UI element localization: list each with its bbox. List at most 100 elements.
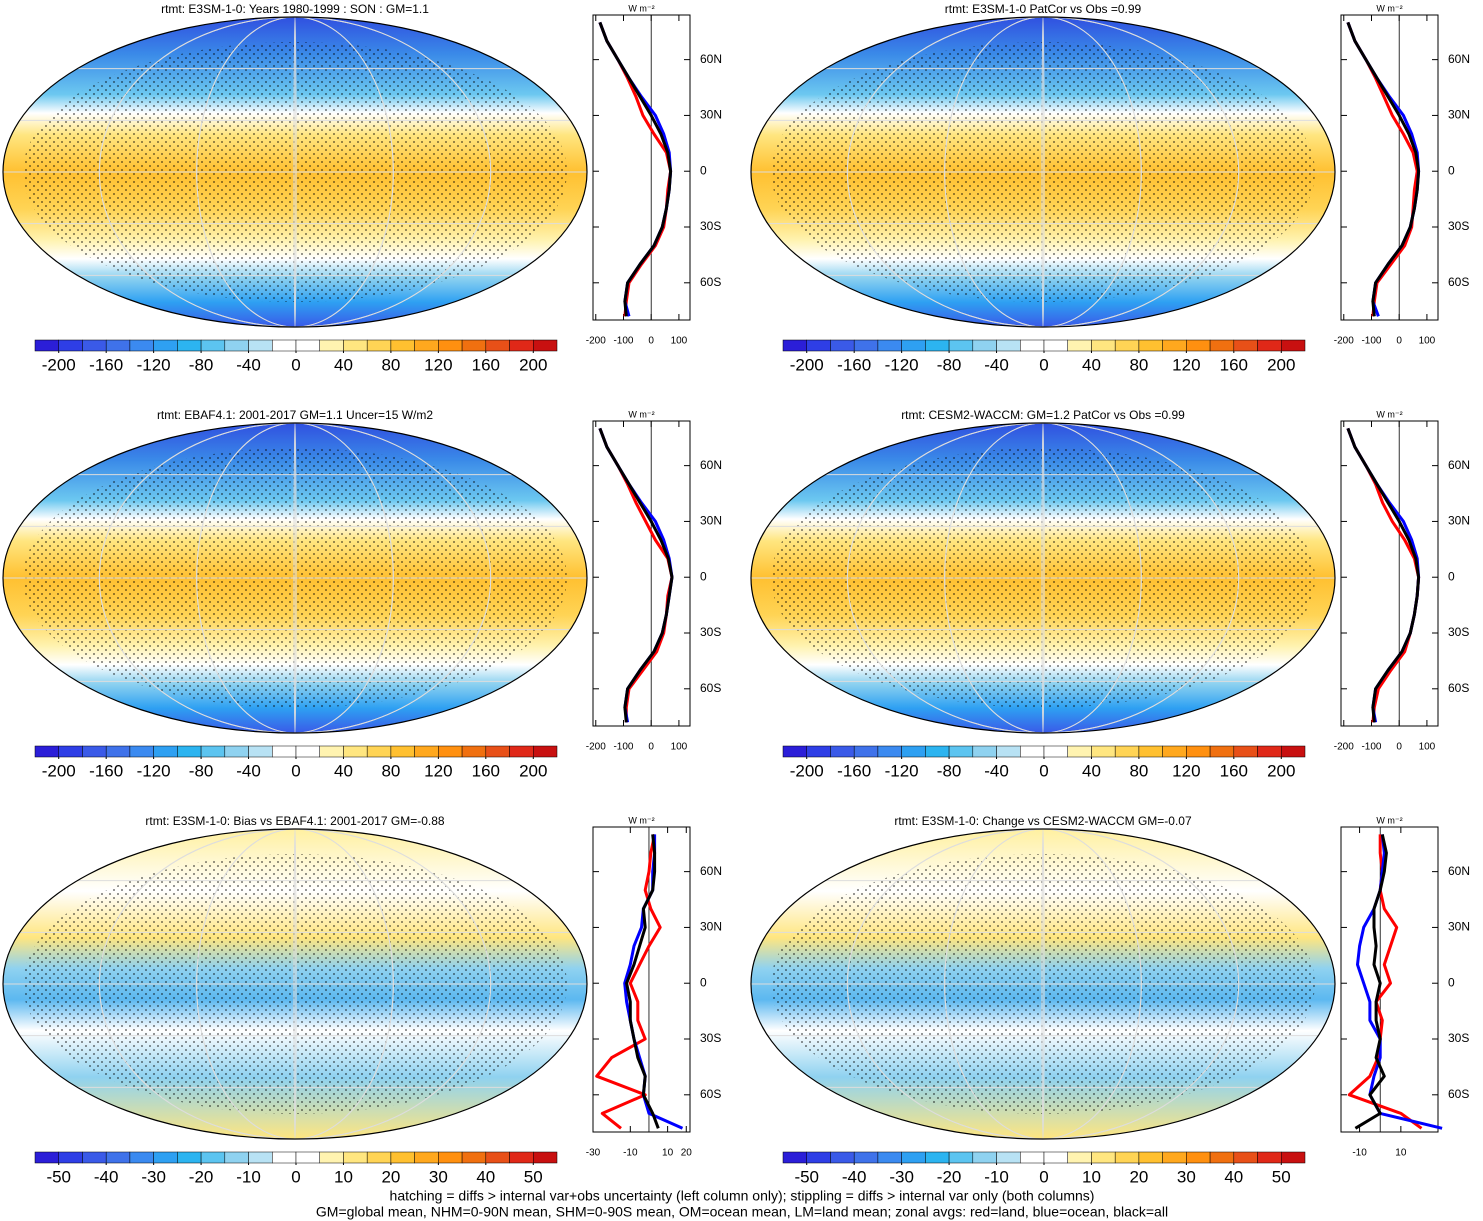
colorbar-label: 40 — [334, 761, 353, 780]
colorbar-box — [153, 745, 178, 758]
y-tick-label: 60S — [700, 275, 721, 289]
y-tick-label: 60S — [1448, 681, 1469, 695]
colorbar-label: 40 — [1224, 1167, 1243, 1186]
x-tick-label: 0 — [648, 336, 654, 347]
colorbar-label: -50 — [794, 1167, 819, 1186]
colorbar-box — [129, 1151, 154, 1164]
colorbar-box — [1162, 1151, 1187, 1164]
x-tick-label: -30 — [586, 1148, 601, 1159]
y-tick-label: 60S — [1448, 275, 1469, 289]
colorbar-box — [996, 745, 1021, 758]
x-tick-label: -10 — [1352, 1148, 1367, 1159]
colorbar-box — [1114, 1151, 1140, 1164]
colorbar-box — [177, 745, 202, 758]
colorbar-box — [319, 1151, 344, 1164]
colorbar-box — [224, 745, 249, 758]
colorbar-box — [343, 745, 368, 758]
colorbar-box — [438, 745, 463, 758]
colorbar-label: 200 — [519, 761, 547, 780]
x-tick-label: -200 — [1334, 742, 1354, 753]
colorbar-box — [1091, 745, 1116, 758]
colorbar-label: 0 — [291, 761, 300, 780]
colorbar-label: 160 — [472, 355, 500, 374]
colorbar-box — [461, 1151, 487, 1164]
colorbar-box — [224, 1151, 249, 1164]
colorbar-label: 120 — [424, 761, 452, 780]
map-outline — [750, 422, 1336, 734]
colorbar-label: 20 — [1129, 1167, 1148, 1186]
colorbar-label: -20 — [937, 1167, 962, 1186]
colorbar-box — [782, 339, 807, 352]
y-tick-label: 30N — [700, 108, 722, 122]
colorbar-box — [901, 339, 926, 352]
colorbar-box — [224, 339, 249, 352]
profile-unit: W m⁻² — [628, 409, 654, 419]
colorbar-box — [438, 1151, 463, 1164]
y-tick-label: 60N — [1448, 52, 1470, 66]
colorbar-label: -200 — [790, 355, 824, 374]
colorbar-label: 160 — [1220, 355, 1248, 374]
colorbar-box — [1020, 339, 1045, 352]
colorbar-box — [177, 1151, 202, 1164]
y-tick-label: 60S — [700, 681, 721, 695]
colorbar-box — [1281, 745, 1306, 758]
colorbar-label: -200 — [42, 355, 76, 374]
colorbar-label: 80 — [381, 761, 400, 780]
colorbar-label: -120 — [137, 355, 171, 374]
y-tick-label: 0 — [700, 569, 707, 583]
colorbar-box — [1186, 745, 1211, 758]
colorbar-label: 0 — [1039, 1167, 1048, 1186]
x-tick-label: -200 — [586, 336, 606, 347]
colorbar-box — [366, 339, 392, 352]
y-tick-label: 60N — [700, 458, 722, 472]
colorbar-box — [485, 339, 510, 352]
x-tick-label: -200 — [1334, 336, 1354, 347]
colorbar-label: 120 — [1172, 761, 1200, 780]
colorbar-box — [34, 745, 59, 758]
colorbar-box — [485, 1151, 510, 1164]
colorbar-box — [248, 339, 273, 352]
x-tick-label: -100 — [613, 742, 633, 753]
colorbar-box — [830, 1151, 855, 1164]
zonal-line — [595, 834, 662, 1130]
colorbar-label: -80 — [937, 355, 962, 374]
colorbar-box — [877, 745, 902, 758]
y-tick-label: 30N — [1448, 108, 1470, 122]
colorbar-box — [366, 1151, 392, 1164]
colorbar-box — [82, 339, 107, 352]
colorbar-label: 80 — [1129, 761, 1148, 780]
x-tick-label: -100 — [1361, 336, 1381, 347]
colorbar-box — [853, 745, 879, 758]
colorbar-box — [877, 1151, 902, 1164]
colorbar-box — [105, 745, 131, 758]
colorbar-label: 40 — [334, 355, 353, 374]
y-tick-label: 30S — [1448, 1031, 1469, 1045]
y-tick-label: 60S — [700, 1087, 721, 1101]
map-outline — [2, 16, 588, 328]
colorbar-label: -160 — [837, 761, 871, 780]
colorbar-box — [343, 339, 368, 352]
colorbar-label: -10 — [236, 1167, 261, 1186]
x-tick-label: 10 — [1395, 1148, 1407, 1159]
zonal-line — [598, 21, 673, 317]
y-tick-label: 30S — [1448, 219, 1469, 233]
y-tick-label: 60N — [1448, 458, 1470, 472]
y-tick-label: 30S — [700, 625, 721, 639]
colorbar-box — [877, 339, 902, 352]
x-tick-label: -100 — [1361, 742, 1381, 753]
colorbar-box — [1067, 745, 1092, 758]
colorbar-label: -80 — [189, 355, 214, 374]
colorbar-box — [533, 1151, 558, 1164]
zonal-line — [1346, 427, 1421, 723]
colorbar-box — [533, 339, 558, 352]
colorbar-box — [248, 745, 273, 758]
colorbar-box — [925, 1151, 950, 1164]
y-tick-label: 30S — [700, 219, 721, 233]
x-tick-label: 100 — [671, 336, 688, 347]
y-tick-label: 60N — [700, 52, 722, 66]
colorbar-label: -40 — [842, 1167, 867, 1186]
colorbar-box — [1162, 339, 1187, 352]
colorbar-box — [200, 745, 226, 758]
map-title: rtmt: CESM2-WACCM: GM=1.2 PatCor vs Obs … — [901, 408, 1185, 422]
